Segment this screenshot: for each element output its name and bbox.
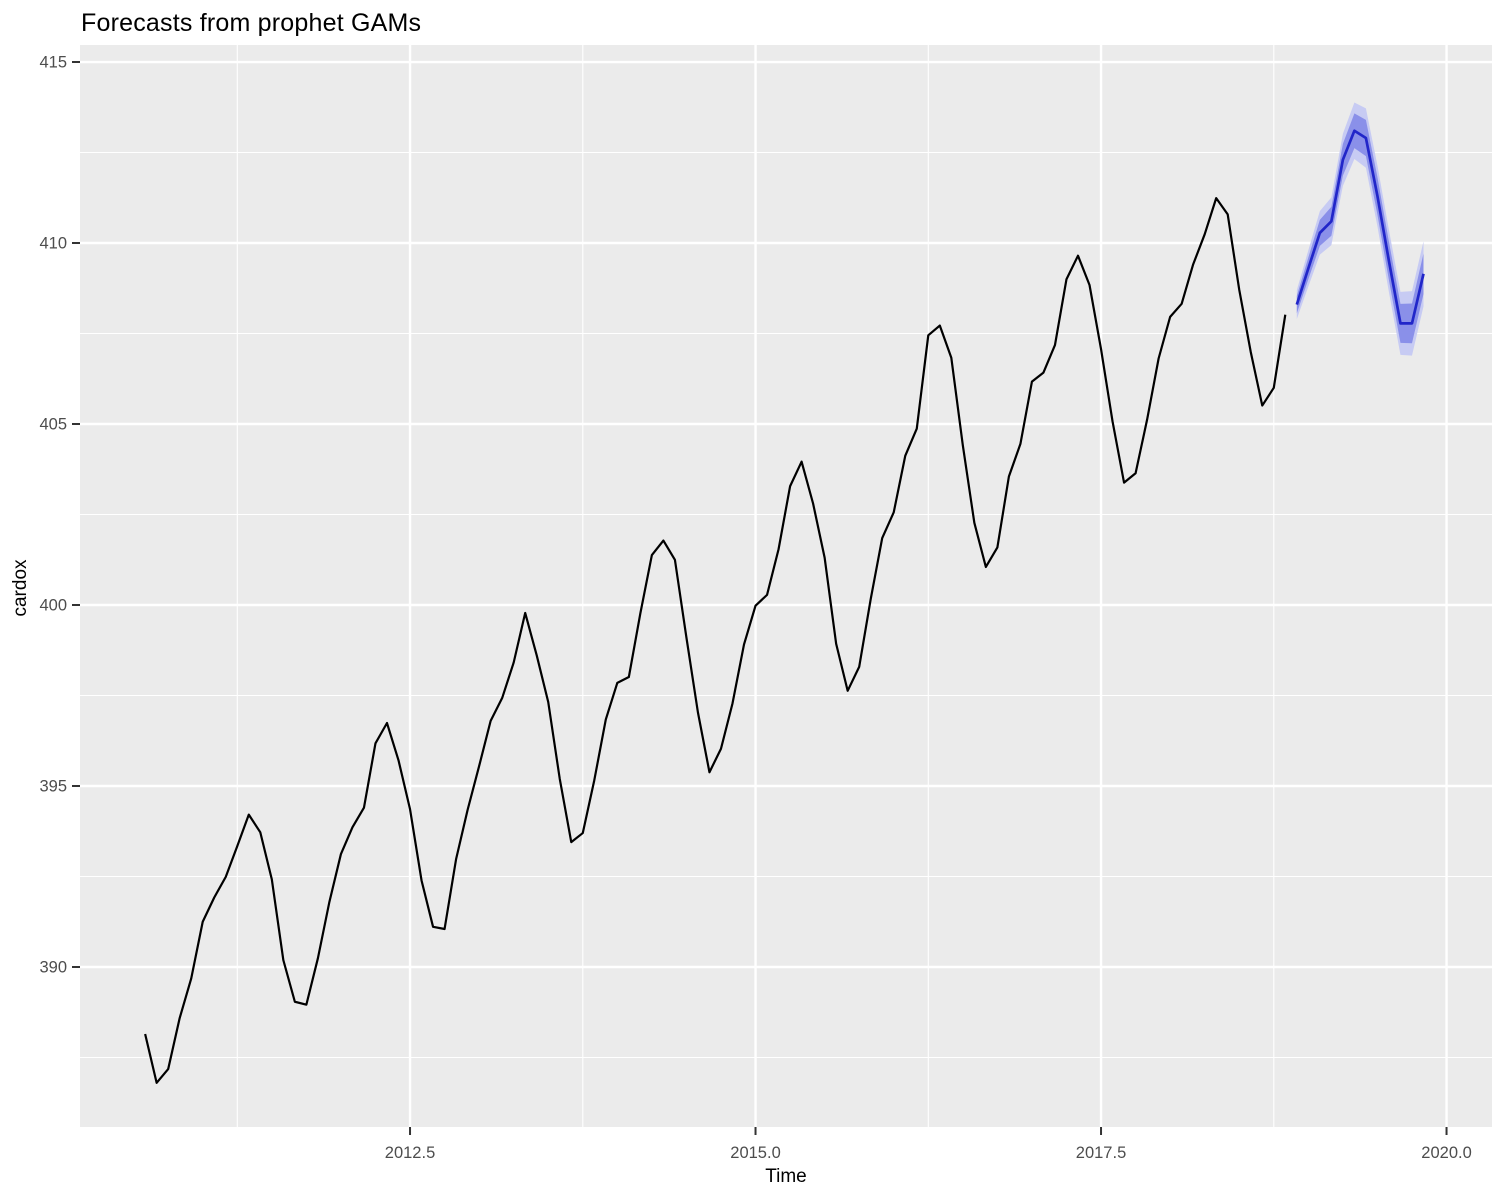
y-tick-label: 410 [39,235,67,253]
x-tick-label: 2012.5 [385,1144,435,1162]
x-tick-label: 2020.0 [1421,1144,1471,1162]
y-tick-label: 390 [39,958,67,976]
x-tick-label: 2015.0 [730,1144,780,1162]
x-axis-title: Time [765,1166,807,1187]
confidence-ribbon-80 [1296,113,1424,344]
chart-title: Forecasts from prophet GAMs [81,9,422,37]
observed-series-line [144,197,1287,1084]
x-tick-label: 2017.5 [1076,1144,1126,1162]
y-tick-label: 415 [39,54,67,72]
y-axis-title: cardox [10,559,31,617]
y-tick-label: 405 [39,416,67,434]
forecast-mean-line [1295,129,1425,325]
y-tick-label: 400 [39,597,67,615]
y-tick-label: 395 [39,778,67,796]
panel-background [80,45,1492,1127]
